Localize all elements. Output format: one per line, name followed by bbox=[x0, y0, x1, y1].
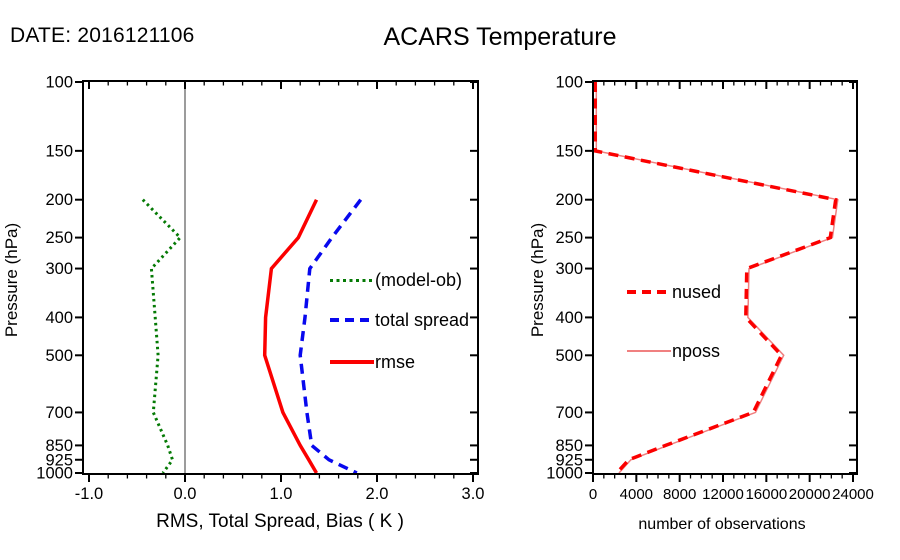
x-tick-label: 0 bbox=[589, 486, 597, 503]
y-tick-label: 850 bbox=[45, 437, 73, 455]
legend-item-rmse: rmse bbox=[330, 352, 415, 372]
x-tick-label: 4000 bbox=[620, 486, 653, 503]
y-tick-label: 200 bbox=[555, 191, 583, 209]
x-tick-label: -1.0 bbox=[75, 485, 103, 503]
x-tick-label: 8000 bbox=[663, 486, 696, 503]
legend-item-nused: nused bbox=[627, 282, 721, 302]
y-tick-label: 700 bbox=[45, 404, 73, 422]
y-tick-label: 100 bbox=[555, 74, 583, 92]
legend-label-nposs: nposs bbox=[672, 340, 721, 361]
y-tick-label: 400 bbox=[45, 309, 73, 327]
nposs-line-swatch bbox=[627, 350, 671, 352]
y-tick-label: 250 bbox=[45, 229, 73, 247]
series-line-total-spread bbox=[298, 198, 363, 475]
y-tick-label: 300 bbox=[555, 260, 583, 278]
x-tick-label: 1.0 bbox=[270, 485, 293, 503]
legend-item-nposs: nposs bbox=[627, 341, 720, 361]
series-line-nposs bbox=[595, 82, 839, 474]
nused-line-swatch bbox=[627, 290, 671, 294]
y-tick-label: 300 bbox=[45, 260, 73, 278]
y-tick-label: 100 bbox=[45, 74, 73, 92]
legend-label-nused: nused bbox=[672, 281, 722, 302]
y-tick-label: 200 bbox=[45, 191, 73, 209]
series-line-nused bbox=[593, 82, 838, 475]
y-tick-label: 150 bbox=[45, 142, 73, 160]
y-tick-label: 700 bbox=[555, 404, 583, 422]
y-tick-label: 400 bbox=[555, 309, 583, 327]
x-tick-label: 0.0 bbox=[174, 485, 197, 503]
y-tick-label: 500 bbox=[45, 347, 73, 365]
right-x-axis-label: number of observations bbox=[638, 516, 806, 533]
total-spread-line-swatch bbox=[330, 318, 374, 322]
plot-frame bbox=[592, 80, 858, 475]
figure-title: ACARS Temperature bbox=[383, 23, 617, 51]
x-tick-label: 12000 bbox=[702, 486, 744, 503]
legend-item-model-ob: (model-ob) bbox=[330, 270, 462, 290]
x-tick-label: 20000 bbox=[789, 486, 831, 503]
left-x-axis-label: RMS, Total Spread, Bias ( K ) bbox=[156, 511, 404, 532]
y-tick-label: 925 bbox=[45, 451, 73, 469]
y-tick-label: 150 bbox=[555, 142, 583, 160]
y-tick-label: 250 bbox=[555, 229, 583, 247]
x-tick-label: 2.0 bbox=[366, 485, 389, 503]
x-tick-label: 24000 bbox=[832, 486, 874, 503]
legend-label-model-ob: (model-ob) bbox=[375, 269, 463, 290]
left-profile-chart: -1.0 0.0 1.0 2.0 3.0 100 150 200 250 300 400 500 700… bbox=[36, 74, 484, 504]
model-ob-line-swatch bbox=[330, 278, 374, 282]
y-tick-label: 1000 bbox=[36, 465, 73, 483]
legend-label-total-spread: total spread bbox=[375, 309, 470, 330]
right-obs-count-chart: 0 4000 8000 12000 16000 20000 24000 100 150 200 25… bbox=[546, 74, 874, 504]
y-tick-label: 850 bbox=[555, 437, 583, 455]
series-line-rmse bbox=[262, 198, 319, 474]
rmse-line-swatch bbox=[330, 360, 374, 364]
legend-item-total-spread: total spread bbox=[330, 310, 469, 330]
legend-label-rmse: rmse bbox=[375, 351, 415, 372]
y-tick-label: 1000 bbox=[546, 465, 583, 483]
x-tick-label: 16000 bbox=[745, 486, 787, 503]
right-y-axis-label: Pressure (hPa) bbox=[528, 222, 547, 338]
date-label: DATE: 2016121106 bbox=[10, 24, 195, 47]
series-line-model-ob bbox=[141, 198, 183, 474]
left-y-axis-label: Pressure (hPa) bbox=[2, 222, 21, 338]
y-tick-label: 500 bbox=[555, 347, 583, 365]
y-tick-label: 925 bbox=[555, 451, 583, 469]
x-tick-label: 3.0 bbox=[462, 485, 485, 503]
